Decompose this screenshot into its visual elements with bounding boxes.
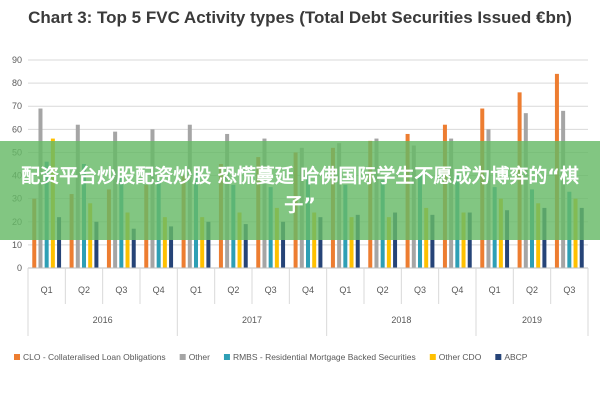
x-tick-label: Q2 [227,285,239,295]
group-label: 2018 [391,315,411,325]
x-tick-label: Q1 [190,285,202,295]
bar [386,217,391,268]
legend-swatch [179,354,186,360]
x-tick-label: Q1 [41,285,53,295]
bar [94,221,99,268]
y-tick-label: 60 [12,124,22,134]
x-tick-label: Q1 [339,285,351,295]
x-tick-label: Q2 [78,285,90,295]
y-tick-label: 10 [12,240,22,250]
bar [169,226,174,268]
legend-swatch [429,354,436,360]
bar [430,214,435,268]
legend-label: Other CDO [439,352,482,362]
bar [355,214,360,268]
x-tick-label: Q2 [526,285,538,295]
bar [467,212,472,268]
legend-swatch [495,354,502,360]
bar [162,217,167,268]
bar [206,221,211,268]
bar [461,212,466,268]
bar [200,217,205,268]
group-label: 2016 [93,315,113,325]
x-tick-label: Q3 [265,285,277,295]
bar [312,212,317,268]
bar [237,212,242,268]
y-tick-label: 70 [12,101,22,111]
legend-label: Other [189,352,210,362]
x-tick-label: Q3 [115,285,127,295]
bar [318,217,323,268]
x-tick-label: Q1 [489,285,501,295]
legend: CLO - Collateralised Loan Obligations Oth… [14,352,528,362]
bar [131,228,136,268]
bar [349,217,354,268]
overlay-banner[interactable]: 配资平台炒股配资炒股 恐慌蔓延 哈佛国际学生不愿成为博弈的“棋子” [0,141,600,240]
x-tick-label: Q4 [451,285,463,295]
bar [125,212,130,268]
chart-title: Chart 3: Top 5 FVC Activity types (Total… [28,8,572,27]
bar [393,212,398,268]
bar [243,224,248,268]
group-label: 2019 [522,315,542,325]
legend-swatch [14,354,20,360]
legend-swatch [223,354,230,360]
y-tick-label: 80 [12,78,22,88]
bar [281,221,286,268]
y-tick-label: 90 [12,55,22,65]
x-tick-label: Q2 [377,285,389,295]
group-label: 2017 [242,315,262,325]
x-tick-label: Q4 [153,285,165,295]
x-tick-label: Q4 [302,285,314,295]
bar [57,217,62,268]
legend-label: RMBS - Residential Mortgage Backed Secur… [233,352,416,362]
x-tick-label: Q3 [563,285,575,295]
x-tick-label: Q3 [414,285,426,295]
y-tick-label: 0 [17,263,22,273]
legend-label: CLO - Collateralised Loan Obligations [23,352,166,362]
overlay-headline[interactable]: 配资平台炒股配资炒股 恐慌蔓延 哈佛国际学生不愿成为博弈的“棋子” [21,164,579,216]
legend-label: ABCP [504,352,527,362]
